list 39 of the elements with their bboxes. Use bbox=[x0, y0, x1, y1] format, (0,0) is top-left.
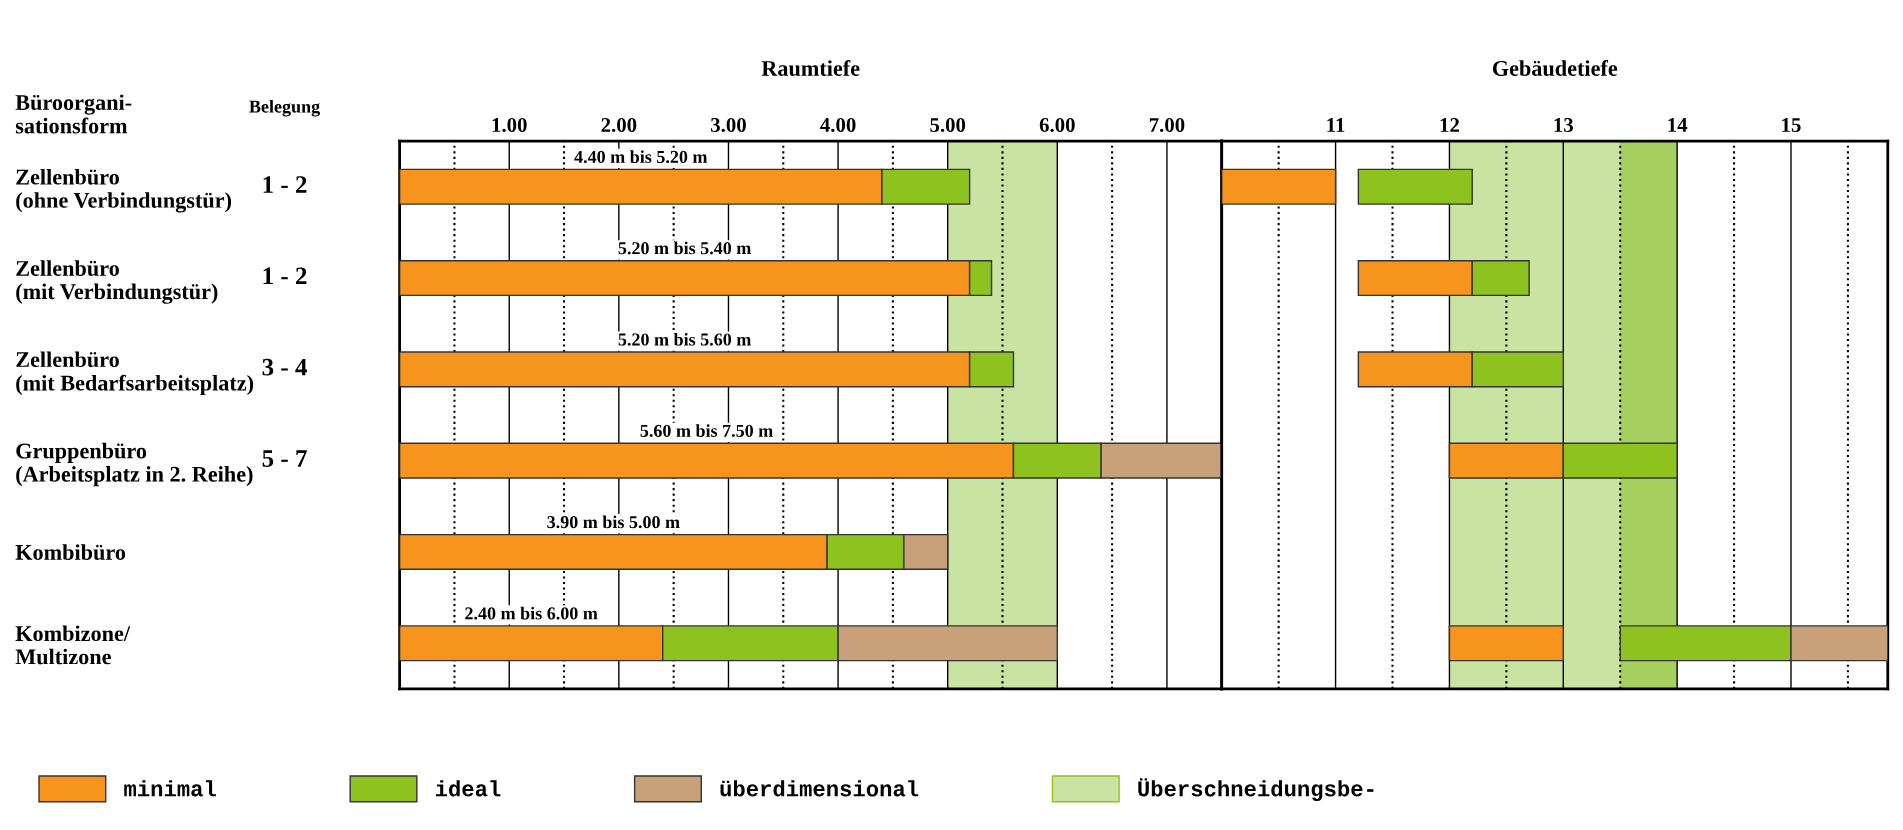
data-label: 5.60 m bis 7.50 m bbox=[640, 424, 773, 437]
legend-label: minimal bbox=[124, 780, 216, 797]
data-label: 5.20 m bis 5.60 m bbox=[618, 332, 752, 346]
x-axis-title: Raumtiefe bbox=[761, 60, 860, 76]
bar bbox=[1221, 168, 1337, 205]
y-tick-label: Zellenbüro (ohne Verbindungstür) bbox=[16, 168, 231, 213]
y-tick-label: Zellenbüro (mit Bedarfsarbeitsplatz) bbox=[16, 351, 254, 396]
legend-label: Überschneidungsbe- bbox=[1138, 778, 1374, 801]
text: 5 - 7 bbox=[262, 450, 307, 467]
legend-label: überdimensional bbox=[720, 780, 919, 797]
y-axis-title: Büroorgani- sationsform bbox=[15, 94, 132, 134]
data-label: 2.40 m bis 6.00 m bbox=[465, 606, 598, 620]
x-tick-label: 13 bbox=[1554, 118, 1573, 133]
x-tick-label: 5.00 bbox=[930, 117, 966, 133]
bar bbox=[1357, 168, 1473, 205]
x-tick-label: 1.00 bbox=[492, 117, 527, 133]
y-tick-label: Zellenbüro (mit Verbindungstür) bbox=[16, 260, 218, 304]
text: 1 - 2 bbox=[263, 267, 307, 285]
x-tick-label: 6.00 bbox=[1039, 117, 1075, 133]
text: 3 - 4 bbox=[262, 358, 307, 376]
x-axis-title: Gebäudetiefe bbox=[1492, 60, 1618, 76]
y-tick-label: Gruppenbüro (Arbeitsplatz in 2. Reihe) bbox=[16, 442, 253, 487]
data-label: 3.90 m bis 5.00 m bbox=[547, 515, 680, 529]
y-tick-label: Kombizone/ Multizone bbox=[15, 625, 131, 665]
legend-label: ideal bbox=[435, 780, 501, 797]
data-label: 4.40 m bis 5.20 m bbox=[574, 150, 708, 164]
x-tick-label: 7.00 bbox=[1149, 117, 1185, 133]
y-tick-label: Kombibüro bbox=[15, 544, 126, 560]
x-tick-label: 12 bbox=[1440, 118, 1459, 132]
x-tick-label: 2.00 bbox=[601, 117, 637, 133]
x-tick-label: 15 bbox=[1782, 118, 1801, 133]
x-tick-label: 4.00 bbox=[820, 117, 856, 133]
data-label: 5.20 m bis 5.40 m bbox=[618, 241, 752, 255]
text: Belegung bbox=[249, 99, 320, 117]
x-tick-label: 14 bbox=[1668, 118, 1688, 132]
x-tick-label: 11 bbox=[1327, 118, 1345, 132]
x-tick-label: 3.00 bbox=[711, 117, 746, 133]
bar bbox=[1448, 625, 1564, 662]
text: 1 - 2 bbox=[263, 176, 307, 193]
